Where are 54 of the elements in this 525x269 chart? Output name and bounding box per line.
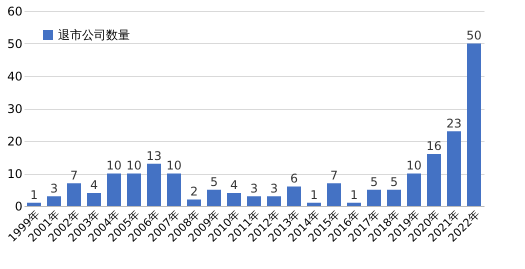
bar — [447, 131, 461, 206]
data-label: 10 — [106, 158, 122, 172]
bar — [327, 183, 341, 206]
y-tick-label: 40 — [7, 70, 22, 84]
bar — [467, 44, 481, 206]
data-label: 5 — [210, 174, 218, 189]
bar — [127, 174, 141, 206]
bar — [207, 190, 221, 206]
bar — [407, 174, 421, 206]
data-label: 7 — [70, 168, 78, 182]
data-label: 13 — [146, 148, 162, 163]
data-label: 23 — [446, 116, 462, 130]
bar — [267, 196, 281, 206]
bar — [147, 164, 161, 206]
y-tick-label: 50 — [7, 37, 22, 51]
bar — [27, 202, 41, 206]
data-label: 1 — [30, 188, 38, 202]
bar — [427, 154, 441, 206]
bar — [387, 190, 401, 206]
y-tick-label: 0 — [14, 200, 22, 214]
data-label: 4 — [230, 178, 238, 192]
bar — [187, 200, 201, 206]
legend-label: 退市公司数量 — [58, 28, 130, 42]
data-label: 16 — [426, 139, 442, 153]
bar — [107, 174, 121, 206]
y-tick-label: 10 — [7, 167, 22, 181]
data-label: 1 — [310, 188, 318, 202]
data-label: 10 — [166, 158, 182, 172]
data-label: 2 — [190, 184, 198, 198]
data-label: 7 — [330, 168, 338, 182]
data-label: 3 — [250, 181, 258, 196]
y-tick-label: 60 — [7, 4, 22, 18]
data-label: 6 — [290, 172, 298, 186]
data-label: 1 — [350, 188, 358, 202]
bar — [307, 202, 321, 206]
y-tick-label: 30 — [7, 102, 22, 116]
data-label: 50 — [466, 28, 482, 42]
y-tick-label: 20 — [7, 134, 22, 148]
data-label: 3 — [270, 181, 278, 196]
bar — [167, 174, 181, 206]
bar — [87, 193, 101, 206]
data-label: 5 — [370, 174, 378, 189]
bar — [47, 196, 61, 206]
bar — [247, 196, 261, 206]
bar — [367, 190, 381, 206]
bar — [287, 186, 301, 206]
data-label: 5 — [390, 174, 398, 189]
bar — [227, 193, 241, 206]
bar — [347, 202, 361, 206]
data-label: 3 — [50, 181, 58, 196]
data-label: 10 — [126, 158, 142, 172]
data-label: 10 — [406, 158, 422, 172]
data-label: 4 — [90, 178, 98, 192]
bar — [67, 183, 81, 206]
